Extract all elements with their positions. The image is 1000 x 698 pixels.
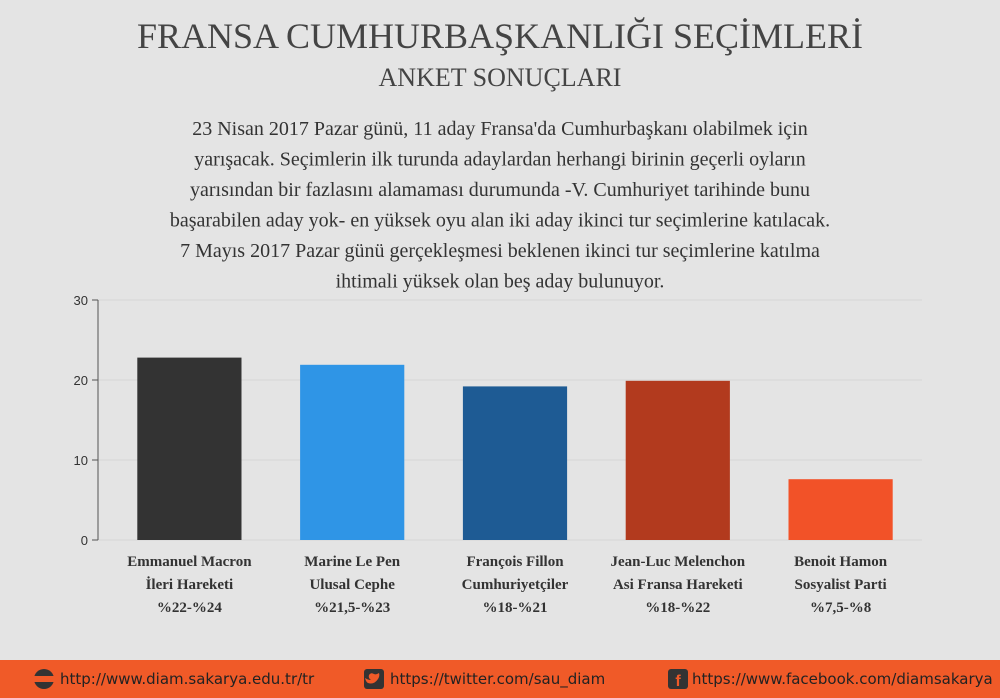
x-tick-label: Benoit Hamon <box>794 554 888 570</box>
description: 23 Nisan 2017 Pazar günü, 11 aday Fransa… <box>170 118 830 293</box>
description-line: yarısından bir fazlasını alamaması durum… <box>190 179 810 201</box>
x-tick-label: Emmanuel Macron <box>127 554 252 570</box>
y-tick-label: 0 <box>81 533 88 548</box>
x-tick-label: %22-%24 <box>157 600 222 616</box>
description-line: ihtimali yüksek olan beş aday bulunuyor. <box>336 271 665 293</box>
footer-link[interactable]: https://twitter.com/sau_diam <box>390 670 605 689</box>
bar <box>625 380 730 540</box>
x-tick-label: François Fillon <box>466 554 564 570</box>
y-tick-label: 30 <box>74 293 88 308</box>
footer-link[interactable]: http://www.diam.sakarya.edu.tr/tr <box>60 670 315 688</box>
y-tick-label: 10 <box>74 453 88 468</box>
x-tick-label: İleri Hareketi <box>146 576 234 593</box>
bar <box>300 364 405 540</box>
chart-title: FRANSA CUMHURBAŞKANLIĞI SEÇİMLERİ <box>137 16 863 56</box>
x-tick-label: %7,5-%8 <box>810 600 871 616</box>
x-tick-label: Sosyalist Parti <box>795 577 887 593</box>
x-tick-label: %21,5-%23 <box>314 600 390 616</box>
y-tick-label: 20 <box>74 373 88 388</box>
x-tick-label: %18-%22 <box>645 600 710 616</box>
facebook-icon <box>668 669 688 689</box>
twitter-bird <box>365 673 380 684</box>
x-tick-label: %18-%21 <box>483 600 548 616</box>
description-line: 23 Nisan 2017 Pazar günü, 11 aday Fransa… <box>192 118 808 140</box>
footer-band <box>0 660 1000 698</box>
plot: 0 10 20 30 Emmanuel Macron İleri Hareketi %22-… <box>74 293 922 616</box>
x-tick-label: Asi Fransa Hareketi <box>613 577 743 593</box>
x-tick-label: Jean-Luc Melenchon <box>611 554 746 570</box>
facebook-f: f <box>675 673 681 690</box>
description-line: yarışacak. Seçimlerin ilk turunda adayla… <box>194 149 805 171</box>
web-icon-band <box>33 676 55 682</box>
bar <box>137 357 242 540</box>
description-line: 7 Mayıs 2017 Pazar günü gerçekleşmesi be… <box>180 240 820 262</box>
footer-link[interactable]: https://www.facebook.com/diamsakarya <box>692 670 993 688</box>
x-tick-label: Marine Le Pen <box>304 554 400 570</box>
chart-subtitle: ANKET SONUÇLARI <box>379 63 622 92</box>
x-tick-label: Cumhuriyetçiler <box>462 577 569 593</box>
bar <box>462 386 568 540</box>
description-line: başarabilen aday yok- en yüksek oyu alan… <box>170 210 830 232</box>
bar <box>788 479 893 540</box>
x-tick-label: Ulusal Cephe <box>309 577 395 593</box>
